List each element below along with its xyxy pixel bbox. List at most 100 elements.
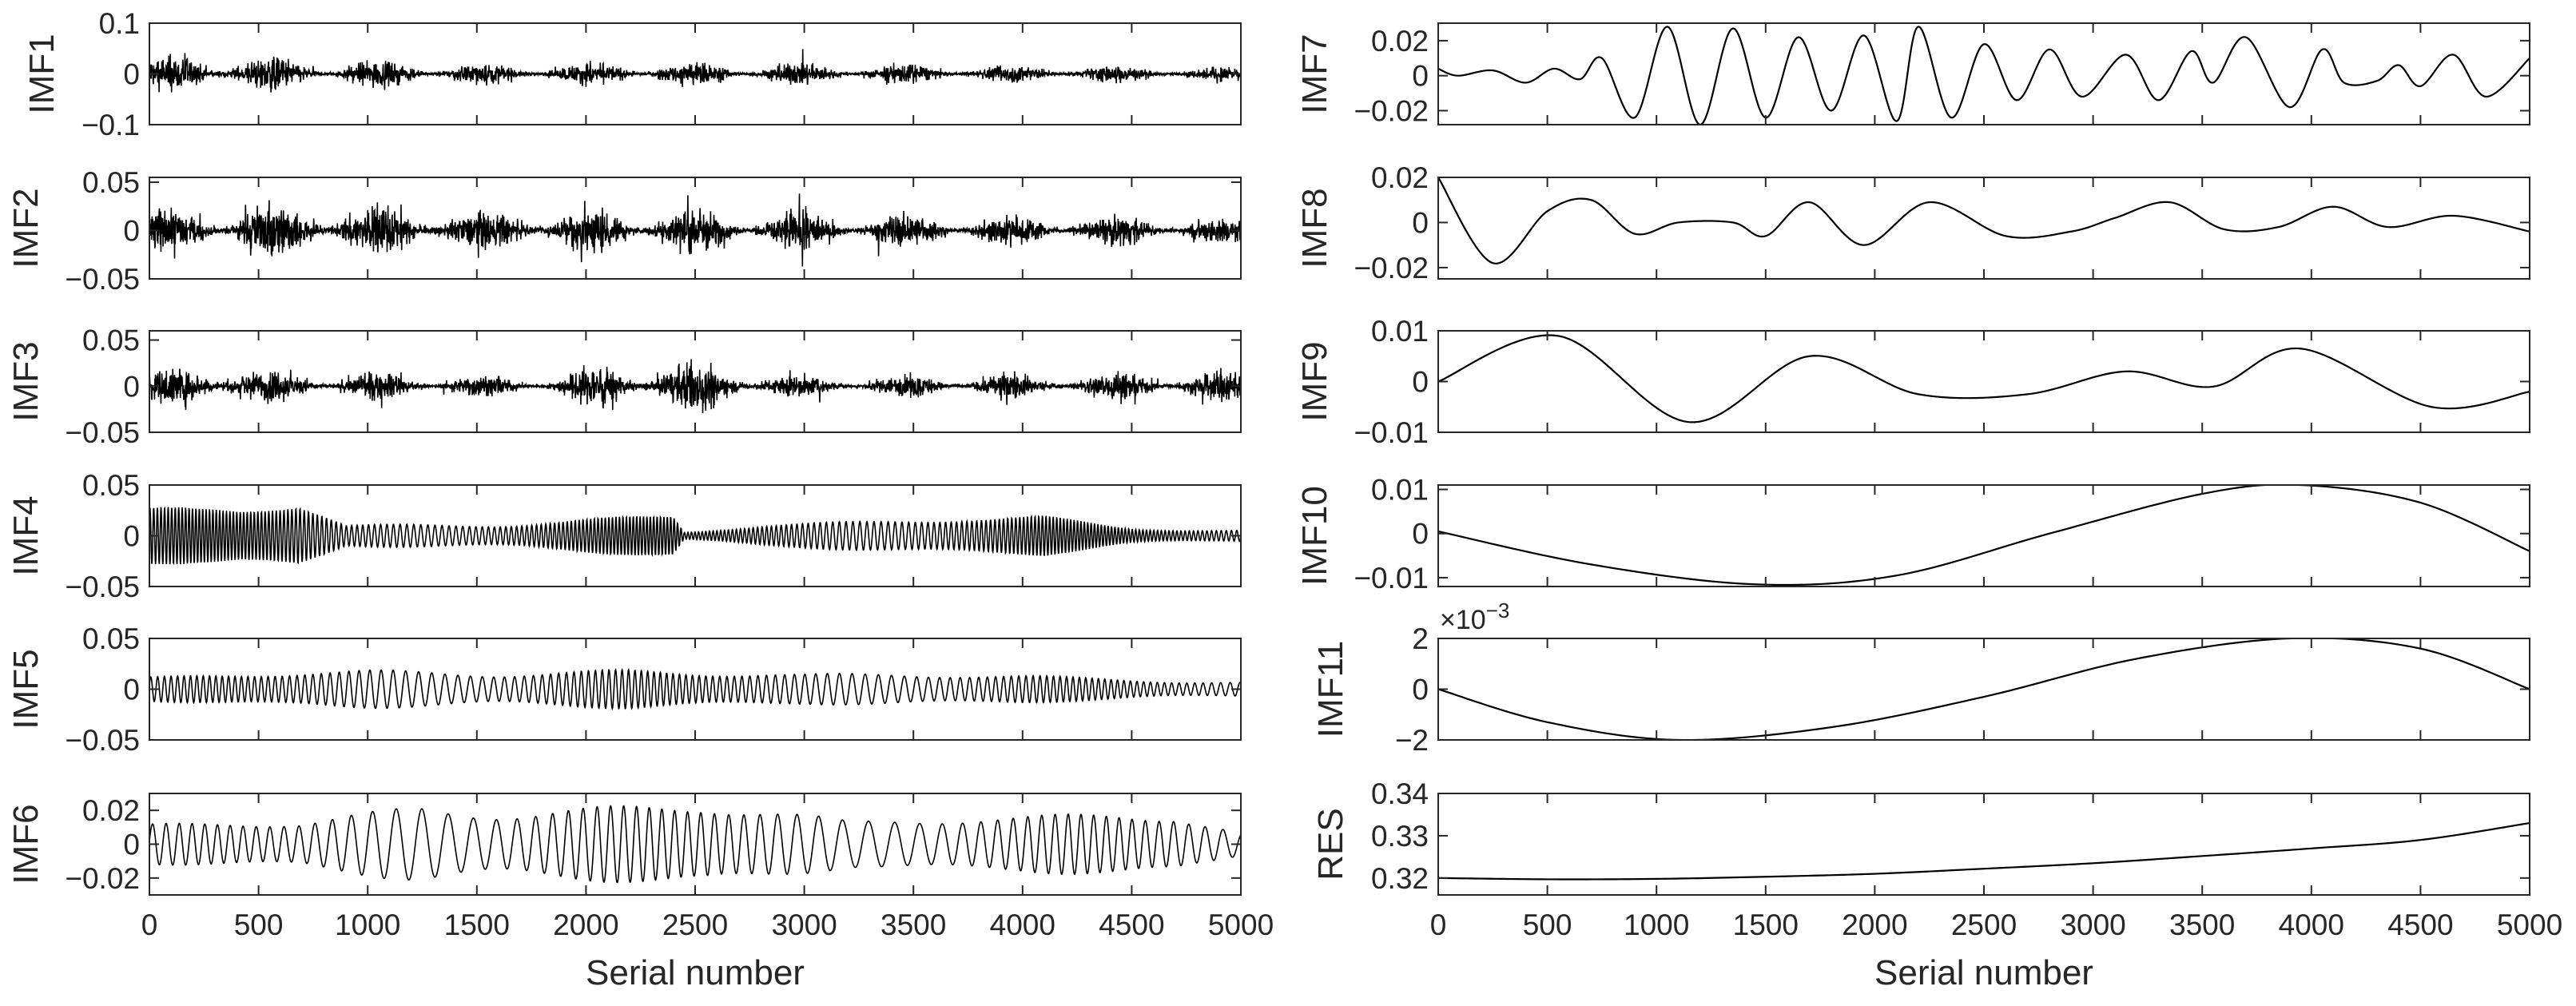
y-tick-label: 0.05 <box>82 166 140 199</box>
y-tick-label: −0.01 <box>1354 562 1429 594</box>
y-tick-label: 0.02 <box>1371 161 1429 194</box>
res-series-line <box>1438 821 2530 881</box>
y-tick-label: 0 <box>1412 674 1429 706</box>
imf6-axes-box <box>149 793 1242 896</box>
x-tick-label: 2000 <box>1842 909 1907 941</box>
y-tick-label: 0 <box>123 520 140 553</box>
panel-res: 0.32 0.33 0.34 0 500 1000 1500 2000 2500 3000 3500… <box>1311 777 2562 941</box>
imf9-axes-box <box>1437 330 2530 433</box>
imf3-y-axis-label: IMF3 <box>6 341 46 421</box>
y-tick-label: 0 <box>123 215 140 248</box>
y-tick-label: −0.05 <box>65 263 140 296</box>
y-tick-label: 0 <box>1412 518 1429 551</box>
y-tick-label: 0.33 <box>1371 820 1429 853</box>
y-tick-label: −2 <box>1395 724 1429 757</box>
y-tick-label: −0.05 <box>65 724 140 757</box>
imf7-series-line <box>1438 26 2530 125</box>
panel-imf9: −0.01 0 0.01 IMF9 <box>1295 315 2530 449</box>
imf4-y-axis-label: IMF4 <box>6 495 46 575</box>
x-tick-label: 3000 <box>771 909 837 941</box>
y-tick-label: −0.05 <box>65 416 140 449</box>
y-tick-label: 0.32 <box>1371 862 1429 895</box>
y-tick-label: 0.02 <box>82 794 140 827</box>
x-axis-label-left: Serial number <box>586 953 805 992</box>
x-tick-label: 0 <box>1430 909 1447 941</box>
x-tick-label: 500 <box>1523 909 1572 941</box>
x-tick-label: 2500 <box>1951 909 2017 941</box>
x-tick-label: 500 <box>234 909 284 941</box>
y-tick-label: −0.05 <box>65 571 140 603</box>
x-tick-label: 0 <box>141 909 158 941</box>
imf7-axes-box <box>1437 22 2530 125</box>
y-tick-label: 0 <box>1412 60 1429 93</box>
y-tick-label: −0.02 <box>65 862 140 895</box>
x-tick-label: 1500 <box>1733 909 1799 941</box>
y-tick-label: 0.02 <box>1371 25 1429 58</box>
panel-imf10: −0.01 0 0.01 IMF10 <box>1295 474 2530 594</box>
x-tick-label: 3000 <box>2060 909 2125 941</box>
y-tick-label: 0 <box>1412 206 1429 239</box>
y-tick-label: 0.05 <box>82 622 140 655</box>
panel-imf4: −0.05 0 0.05 IMF4 <box>6 469 1242 603</box>
imf1-series-line <box>149 49 1241 93</box>
y-tick-label: 0 <box>123 58 140 91</box>
imf11-y-axis-label: IMF11 <box>1311 641 1350 738</box>
y-tick-label: 0.05 <box>82 469 140 502</box>
imf8-y-axis-label: IMF8 <box>1295 188 1334 268</box>
x-tick-label: 4000 <box>2279 909 2344 941</box>
imf3-series-line <box>149 359 1241 414</box>
y-tick-label: −0.1 <box>81 109 140 141</box>
y-tick-label: 0.01 <box>1371 315 1429 348</box>
panel-imf8: −0.02 0 0.02 IMF8 <box>1295 161 2530 284</box>
y-tick-label: 0.05 <box>82 324 140 357</box>
res-y-axis-label: RES <box>1311 808 1350 880</box>
x-tick-label: 5000 <box>1208 909 1274 941</box>
y-tick-label: 0 <box>1412 366 1429 399</box>
imf8-axes-box <box>1437 177 2530 280</box>
y-tick-label: −0.02 <box>1354 94 1429 127</box>
panel-imf2: −0.05 0 0.05 IMF2 <box>6 166 1242 296</box>
x-tick-label: 1000 <box>1624 909 1689 941</box>
x-tick-label: 4000 <box>990 909 1055 941</box>
imf1-y-axis-label: IMF1 <box>22 34 62 113</box>
y-tick-label: 0 <box>123 370 140 403</box>
y-tick-label: 0 <box>123 829 140 861</box>
imf7-y-axis-label: IMF7 <box>1295 34 1334 113</box>
y-tick-label: 0.34 <box>1371 777 1429 810</box>
y-tick-label: −0.02 <box>1354 252 1429 284</box>
x-tick-label: 3500 <box>2169 909 2235 941</box>
imf8-series-line <box>1438 177 2530 264</box>
y-tick-label: 0.01 <box>1371 474 1429 507</box>
x-tick-label: 4500 <box>2387 909 2453 941</box>
x-tick-label: 1000 <box>335 909 400 941</box>
y-scale-multiplier: ×10−3 <box>1440 598 1509 635</box>
imf2-series-line <box>149 193 1241 267</box>
imf4-series-line <box>149 506 1241 566</box>
x-tick-label: 5000 <box>2497 909 2562 941</box>
imf6-y-axis-label: IMF6 <box>6 804 46 884</box>
x-tick-label: 2000 <box>553 909 618 941</box>
imf10-axes-box <box>1437 484 2530 587</box>
imf9-y-axis-label: IMF9 <box>1295 341 1334 421</box>
panel-imf3: −0.05 0 0.05 IMF3 <box>6 324 1242 449</box>
y-tick-label: 0.1 <box>99 7 140 40</box>
imf10-y-axis-label: IMF10 <box>1295 486 1334 586</box>
imf5-y-axis-label: IMF5 <box>6 649 46 729</box>
imf10-series-line <box>1438 485 2530 587</box>
x-tick-label: 3500 <box>881 909 946 941</box>
y-tick-label: 2 <box>1412 622 1429 655</box>
x-tick-label: 1500 <box>444 909 510 941</box>
y-scale-exponent: −3 <box>1486 598 1510 622</box>
imf5-axes-box <box>149 638 1242 741</box>
y-tick-label: 0 <box>123 674 140 706</box>
x-axis-label-right: Serial number <box>1874 953 2093 992</box>
imf11-series-line <box>1438 638 2530 740</box>
x-tick-label: 2500 <box>662 909 728 941</box>
imf11-axes-box <box>1437 638 2530 741</box>
panel-imf1: −0.1 0 0.1 IMF1 <box>22 7 1242 141</box>
imf2-y-axis-label: IMF2 <box>6 188 46 268</box>
y-tick-label: −0.01 <box>1354 416 1429 449</box>
